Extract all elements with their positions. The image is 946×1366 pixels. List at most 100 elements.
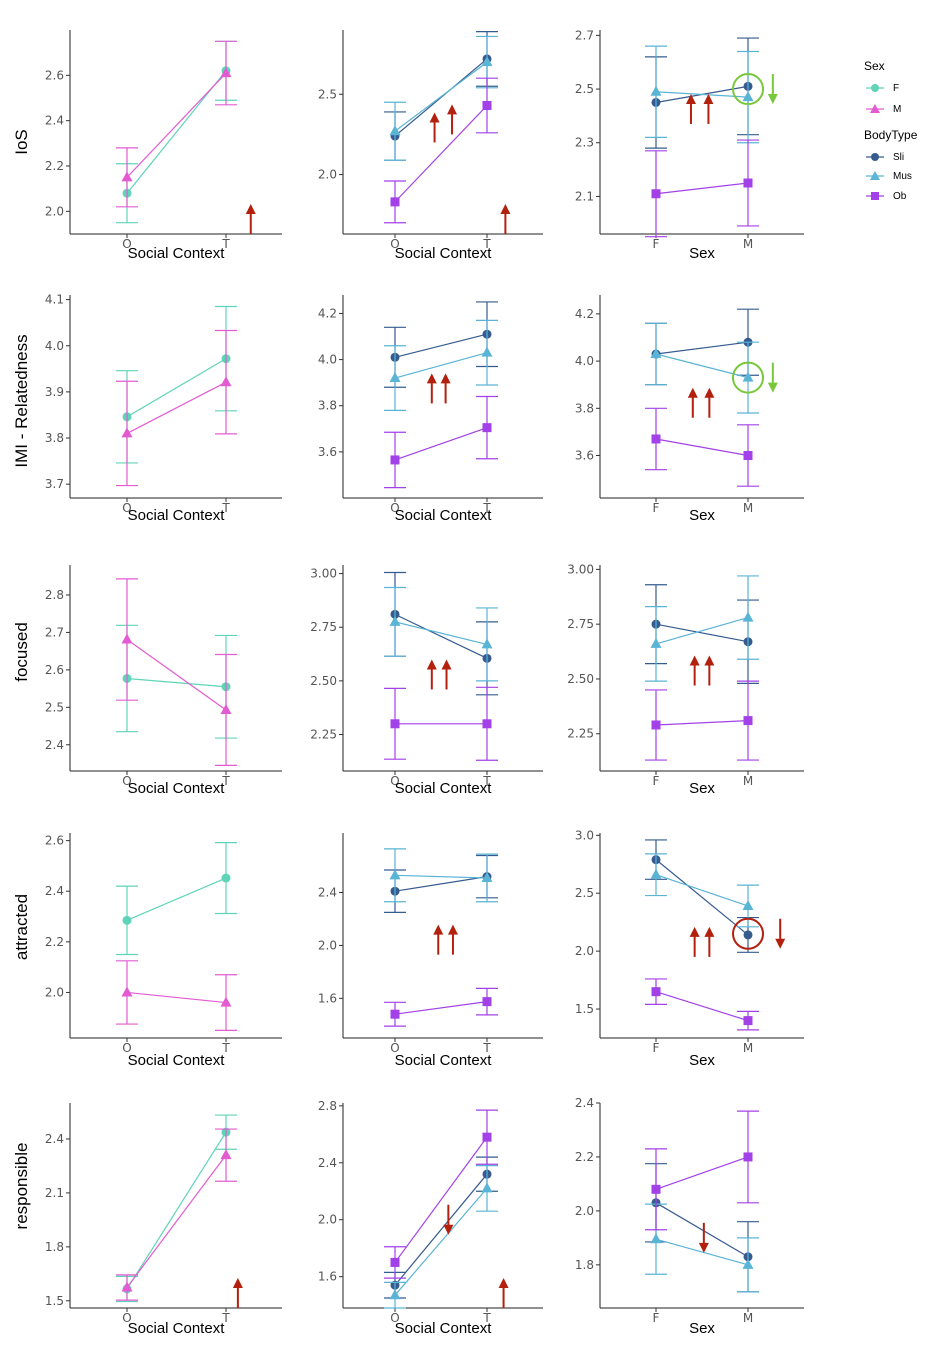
y-tick-label: 2.4 [318,886,337,900]
annotation-arrow-down-green [767,74,778,105]
data-point-mus-o [389,125,401,136]
series-sli [645,37,759,149]
panel-r3-c3: 2.25 2.50 2.75 3.00 F M Sex [567,562,804,797]
data-point-ob-o [390,719,400,729]
series-line [126,677,227,688]
data-point-ob-t [482,719,492,729]
data-point-mus-o [389,869,401,880]
y-tick-label: 2.50 [310,674,337,688]
y-tick-label: 2.75 [310,620,337,634]
y-tick-label: 2.8 [45,588,64,602]
annotation-arrow-up-red [498,1278,509,1308]
x-tick-label: M [743,501,753,515]
data-point-mus-m [742,91,754,102]
series-mus [645,322,759,414]
legend-body-item-ob: Ob [866,191,907,202]
y-tick-label: 2.0 [575,944,594,958]
annotation-arrow-down-red [443,1204,454,1235]
annotation-arrow-up-red [441,659,452,690]
data-point-mus-o [389,615,401,626]
series-ob [645,680,759,761]
x-tick-label: T [482,501,491,515]
series-line [655,719,749,726]
series-m [116,40,237,208]
row-label-imi-relatedness: IMI - Relatedness [12,334,31,467]
annotation-arrow-up-red [429,112,440,143]
x-axis-title: Social Context [128,1320,226,1337]
annotation-arrow-up-red-head [426,659,437,670]
annotation-arrow-up-red-head [245,204,256,214]
y-tick-label: 1.6 [318,1270,337,1284]
y-tick-label: 2.6 [45,68,64,82]
series-sli [645,308,759,386]
legend-sex-f-circle [871,84,879,92]
data-point-mus-t [481,1182,493,1193]
annotation-arrow-up-red [500,204,511,234]
y-tick-label: 2.5 [45,700,64,714]
series-mus [384,319,498,411]
legend-sex-item-m: M [866,104,901,115]
x-tick-label: F [653,237,660,251]
y-tick-label: 4.0 [45,339,64,353]
y-tick-label: 1.8 [45,1240,64,1254]
series-ob [384,686,498,761]
legend-bodytype-title: BodyType [864,128,918,142]
x-tick-label: O [390,774,399,788]
legend-sex-m-label: M [893,104,901,115]
y-tick-label: 3.00 [567,562,594,576]
annotation-arrow-up-red [447,924,458,955]
data-point-m-o [121,986,133,997]
series-f [116,624,237,739]
legend-sex-f-label: F [893,83,899,94]
x-tick-label: T [221,501,230,515]
annotation-arrow-up-red [687,387,698,418]
series-line [655,623,749,643]
series-mus [645,575,759,682]
y-tick-label: 4.2 [318,306,337,320]
series-line [126,1154,227,1288]
y-tick-label: 2.1 [45,1186,64,1200]
data-point-m-t [220,67,232,78]
annotation-arrow-up-red-head [447,104,458,115]
y-tick-label: 4.0 [575,354,594,368]
series-line [394,333,488,358]
legend-body-mus-label: Mus [893,171,912,182]
x-tick-label: F [653,1041,660,1055]
data-point-m-t [220,376,232,387]
annotation-circle-green [732,73,764,106]
annotation-arrow-up-red [704,926,715,957]
annotation-arrow-up-red [689,655,700,686]
data-point-mus-f [650,85,662,96]
panel-r5-c3: 1.8 2.0 2.2 2.4 F M Sex [575,1096,804,1337]
y-tick-label: 1.5 [45,1294,64,1308]
x-axis-title: Social Context [395,1320,493,1337]
series-f [116,40,237,224]
series-ob [645,1110,759,1231]
row-label-focused: focused [12,622,31,682]
series-line [394,61,488,132]
y-tick-label: 2.4 [45,1132,64,1146]
y-tick-label: 3.8 [575,401,594,415]
series-f [116,842,237,956]
x-tick-label: O [122,237,131,251]
data-point-ob-o [390,1257,400,1267]
series-mus [645,45,759,144]
x-tick-label: T [482,774,491,788]
series-line [655,182,749,195]
legend-body-ob-label: Ob [893,191,907,202]
x-tick-label: T [221,1041,230,1055]
annotation-arrow-up-red-head [689,655,700,666]
series-line [394,352,488,379]
x-tick-label: T [221,237,230,251]
data-point-mus-o [389,1289,401,1300]
annotation-arrow-up-red [433,924,444,955]
data-point-ob-f [651,1184,661,1194]
data-point-ob-o [390,455,400,465]
y-tick-label: 3.8 [318,399,337,413]
x-tick-label: T [482,1041,491,1055]
annotation-arrow-up-red-head [232,1278,243,1288]
data-point-mus-m [742,899,754,910]
